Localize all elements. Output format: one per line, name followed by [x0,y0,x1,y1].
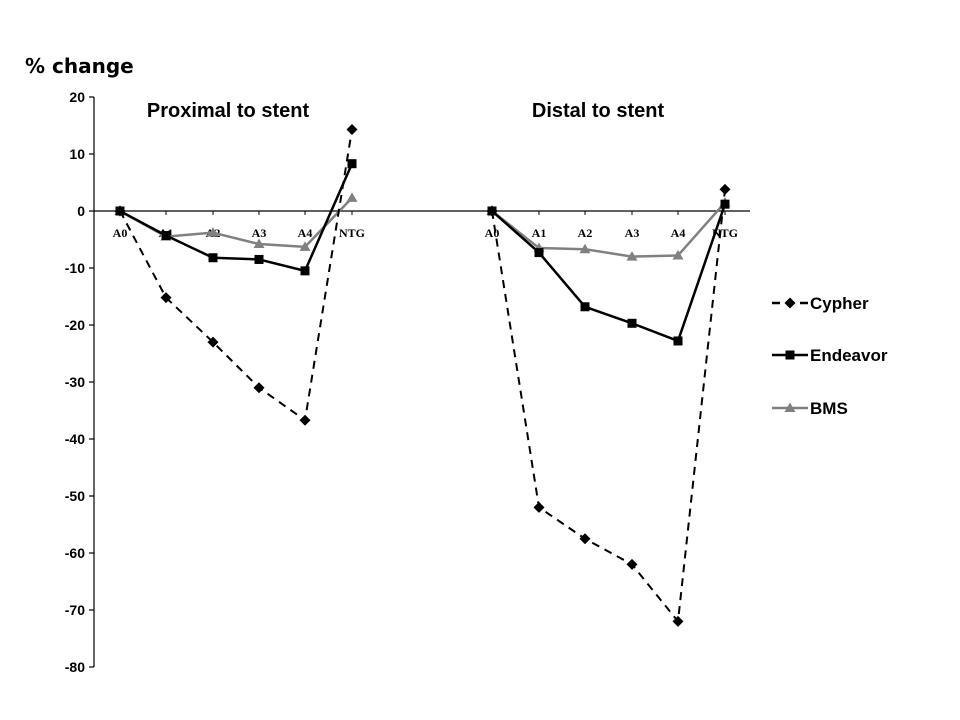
series-line-endeavor [119,163,354,273]
data-point-cypher [299,414,311,426]
data-point-cypher [579,533,591,545]
legend-entry-cypher: Cypher [772,294,869,313]
series-bms [486,196,731,261]
data-point-endeavor [580,302,590,312]
y-tick-label: -40 [65,431,85,447]
x-tick-label: A3 [252,226,267,240]
y-tick-label: -10 [65,260,85,276]
series-cypher [486,183,731,627]
y-tick-label: -20 [65,317,85,333]
data-point-endeavor [347,159,357,169]
y-tick-label: -50 [65,488,85,504]
series-cypher [114,123,358,426]
data-point-cypher [114,205,126,217]
y-tick-label: 10 [69,146,85,162]
x-tick-label: A4 [671,226,686,240]
data-point-bms [253,238,265,249]
legend-label: Endeavor [810,346,888,365]
data-point-endeavor [208,253,218,263]
data-point-cypher [253,382,265,394]
x-tick-label: A4 [298,226,313,240]
data-point-cypher [719,183,731,195]
panel-title: Proximal to stent [147,100,310,122]
axes: 20 10 0 -10 -20 -30 -40 -50 -60 -70 -80 [65,89,750,675]
series-line-bms [491,201,726,258]
legend-marker [785,350,795,360]
legend-entry-endeavor: Endeavor [772,346,888,365]
legend-label: Cypher [810,294,869,313]
x-tick-label: NTG [712,226,738,240]
data-point-bms [579,243,591,254]
data-point-bms [346,192,358,202]
series-bms [114,192,358,251]
data-point-bms [672,249,684,260]
data-point-bms [299,241,311,251]
x-tick-label: A1 [532,226,547,240]
series-line-bms [119,197,353,249]
series-line-endeavor [491,203,727,343]
data-point-endeavor [254,254,264,264]
data-point-cypher [626,558,638,570]
panel-title: Distal to stent [532,100,665,122]
data-point-endeavor [673,336,683,346]
x-tick-label: A3 [625,226,640,240]
data-point-endeavor [720,199,730,209]
data-point-cypher [346,123,358,135]
series-line-cypher [119,129,353,422]
data-point-cypher [533,501,545,513]
data-point-bms [626,251,638,261]
series-endeavor [487,199,730,346]
y-tick-label: -70 [65,602,85,618]
data-point-endeavor [161,231,171,241]
legend-label: BMS [810,399,848,418]
data-point-cypher [486,205,498,217]
data-point-endeavor [300,266,310,276]
x-tick-label: NTG [339,226,365,240]
data-point-cypher [207,336,219,348]
data-point-cypher [160,292,172,304]
x-tick-label: A2 [578,226,593,240]
legend-marker [784,402,796,412]
legend-marker [784,297,796,309]
panels: Proximal to stentA0A1A2A3A4NTGDistal to … [113,100,738,627]
y-tick-label: -30 [65,374,85,390]
x-tick-label: A0 [113,226,128,240]
data-point-endeavor [534,248,544,258]
y-tick-label: -60 [65,545,85,561]
y-tick-label: 0 [77,203,85,219]
series-endeavor [115,159,357,276]
y-axis-label: % change [25,54,134,78]
panel-distal: Distal to stent A0 A1 A2 A3 A4 NTG [485,100,738,627]
x-tick-label: A0 [485,226,500,240]
y-tick-label: 20 [69,89,85,105]
legend-entry-bms: BMS [772,399,848,418]
series-line-cypher [491,189,726,623]
data-point-endeavor [627,318,637,328]
data-point-cypher [672,615,684,627]
legend: Cypher Endeavor BMS [772,294,888,418]
y-tick-label: -80 [65,659,85,675]
data-point-bms [207,227,219,237]
